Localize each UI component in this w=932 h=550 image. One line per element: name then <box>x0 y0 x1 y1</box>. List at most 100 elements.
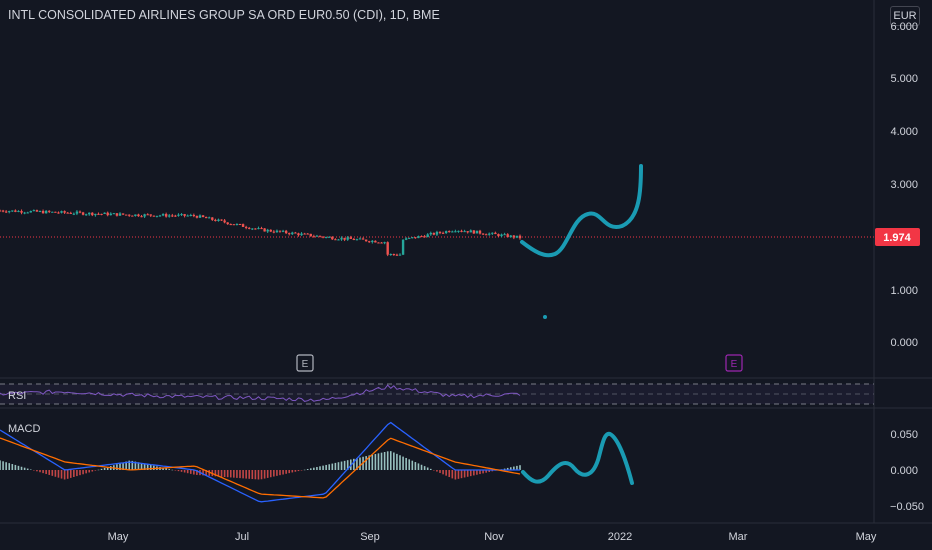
candle-body <box>81 212 85 215</box>
candle-body <box>331 236 334 240</box>
macd-histogram-bar <box>140 462 143 470</box>
candle-body <box>343 237 346 240</box>
earnings-badge[interactable]: E <box>296 354 314 372</box>
macd-histogram-bar <box>279 470 281 476</box>
macd-histogram-bar <box>466 470 469 477</box>
macd-histogram-bar <box>202 470 204 476</box>
macd-histogram-bar <box>408 459 411 470</box>
candle-body <box>515 235 519 238</box>
macd-histogram-bar <box>103 467 106 470</box>
candle-body <box>168 215 171 217</box>
candle-body <box>275 230 279 233</box>
candle-body <box>324 236 328 238</box>
candle-body <box>488 233 491 235</box>
macd-histogram-bar <box>143 463 146 470</box>
candle-body <box>121 213 125 215</box>
macd-histogram-bar <box>297 470 300 472</box>
candle-body <box>478 230 482 234</box>
macd-histogram-bar <box>162 467 164 470</box>
candle-body <box>48 210 51 212</box>
macd-histogram-bar <box>353 458 355 470</box>
macd-histogram-bar <box>73 470 75 477</box>
macd-histogram-bar <box>273 470 275 477</box>
svg-text:E: E <box>302 359 309 370</box>
macd-histogram-bar <box>39 470 41 473</box>
candle-body <box>118 213 122 216</box>
candle-body <box>512 235 516 238</box>
candle-body <box>161 214 165 216</box>
candle-body <box>429 232 432 235</box>
macd-histogram-bar <box>288 470 291 474</box>
price-tick: 5.000 <box>890 73 918 85</box>
brush-drawing-price[interactable] <box>520 164 643 258</box>
macd-histogram-bar <box>171 469 174 471</box>
earnings-badge-upcoming[interactable]: E <box>725 354 743 372</box>
candle-body <box>26 212 29 214</box>
macd-histogram-bar <box>116 464 118 470</box>
macd-histogram-bar <box>11 464 14 470</box>
macd-histogram-bar <box>183 470 186 473</box>
candle-body <box>404 238 408 240</box>
macd-histogram-bar <box>359 457 361 470</box>
macd-histogram-bar <box>389 451 392 470</box>
macd-histogram-bar <box>205 470 207 476</box>
candle-body <box>180 214 183 216</box>
macd-histogram-bar <box>5 462 7 470</box>
candle-body <box>312 236 316 238</box>
macd-histogram-bar <box>54 470 57 477</box>
currency-button[interactable]: EUR <box>890 6 920 26</box>
macd-histogram-bar <box>26 468 29 470</box>
macd-histogram-bar <box>2 461 4 470</box>
candle-body <box>171 215 174 217</box>
drawing-dot[interactable] <box>543 315 547 319</box>
candle-body <box>137 214 140 217</box>
candle-body <box>223 220 226 223</box>
macd-histogram-bar <box>57 470 60 478</box>
macd-histogram-bar <box>476 470 478 475</box>
candle-body <box>368 241 371 243</box>
macd-histogram-bar <box>516 465 518 470</box>
candle-body <box>411 237 414 239</box>
candle-body <box>78 211 82 213</box>
macd-histogram-bar <box>0 460 1 470</box>
macd-histogram-bar <box>236 470 238 478</box>
candle-body <box>66 212 69 214</box>
macd-histogram-bar <box>97 469 100 471</box>
macd-histogram-bar <box>33 470 35 471</box>
candle-body <box>278 230 282 232</box>
macd-histogram-bar <box>29 469 32 470</box>
candle-body <box>72 213 76 215</box>
macd-histogram-bar <box>393 452 395 470</box>
candle-body <box>420 236 423 238</box>
macd-histogram-bar <box>36 470 38 472</box>
macd-histogram-bar <box>82 470 84 475</box>
macd-histogram-bar <box>45 470 47 475</box>
candle-body <box>20 210 23 213</box>
macd-histogram-bar <box>76 470 78 477</box>
macd-histogram-bar <box>328 464 331 470</box>
macd-histogram-bar <box>445 470 447 476</box>
macd-histogram-bar <box>233 470 235 478</box>
candle-body <box>484 234 488 236</box>
macd-histogram-bar <box>303 469 306 471</box>
macd-histogram-bar <box>325 464 327 470</box>
candle-body <box>377 242 380 244</box>
candle-body <box>186 215 189 217</box>
macd-histogram-bar <box>294 470 297 472</box>
candle-body <box>149 214 152 216</box>
candle-body <box>128 214 131 216</box>
macd-histogram-bar <box>365 456 367 470</box>
macd-line <box>0 421 520 503</box>
macd-histogram-bar <box>125 461 127 470</box>
macd-histogram-bar <box>17 465 20 470</box>
candle-body <box>266 229 269 232</box>
candle-body <box>158 215 162 217</box>
candle-body <box>32 210 36 212</box>
macd-histogram-bar <box>426 467 429 470</box>
candle-body <box>226 222 229 225</box>
candle-body <box>272 231 276 233</box>
rsi-label: RSI <box>8 390 26 402</box>
brush-drawing-macd[interactable] <box>521 431 634 485</box>
macd-histogram-bar <box>257 470 260 480</box>
